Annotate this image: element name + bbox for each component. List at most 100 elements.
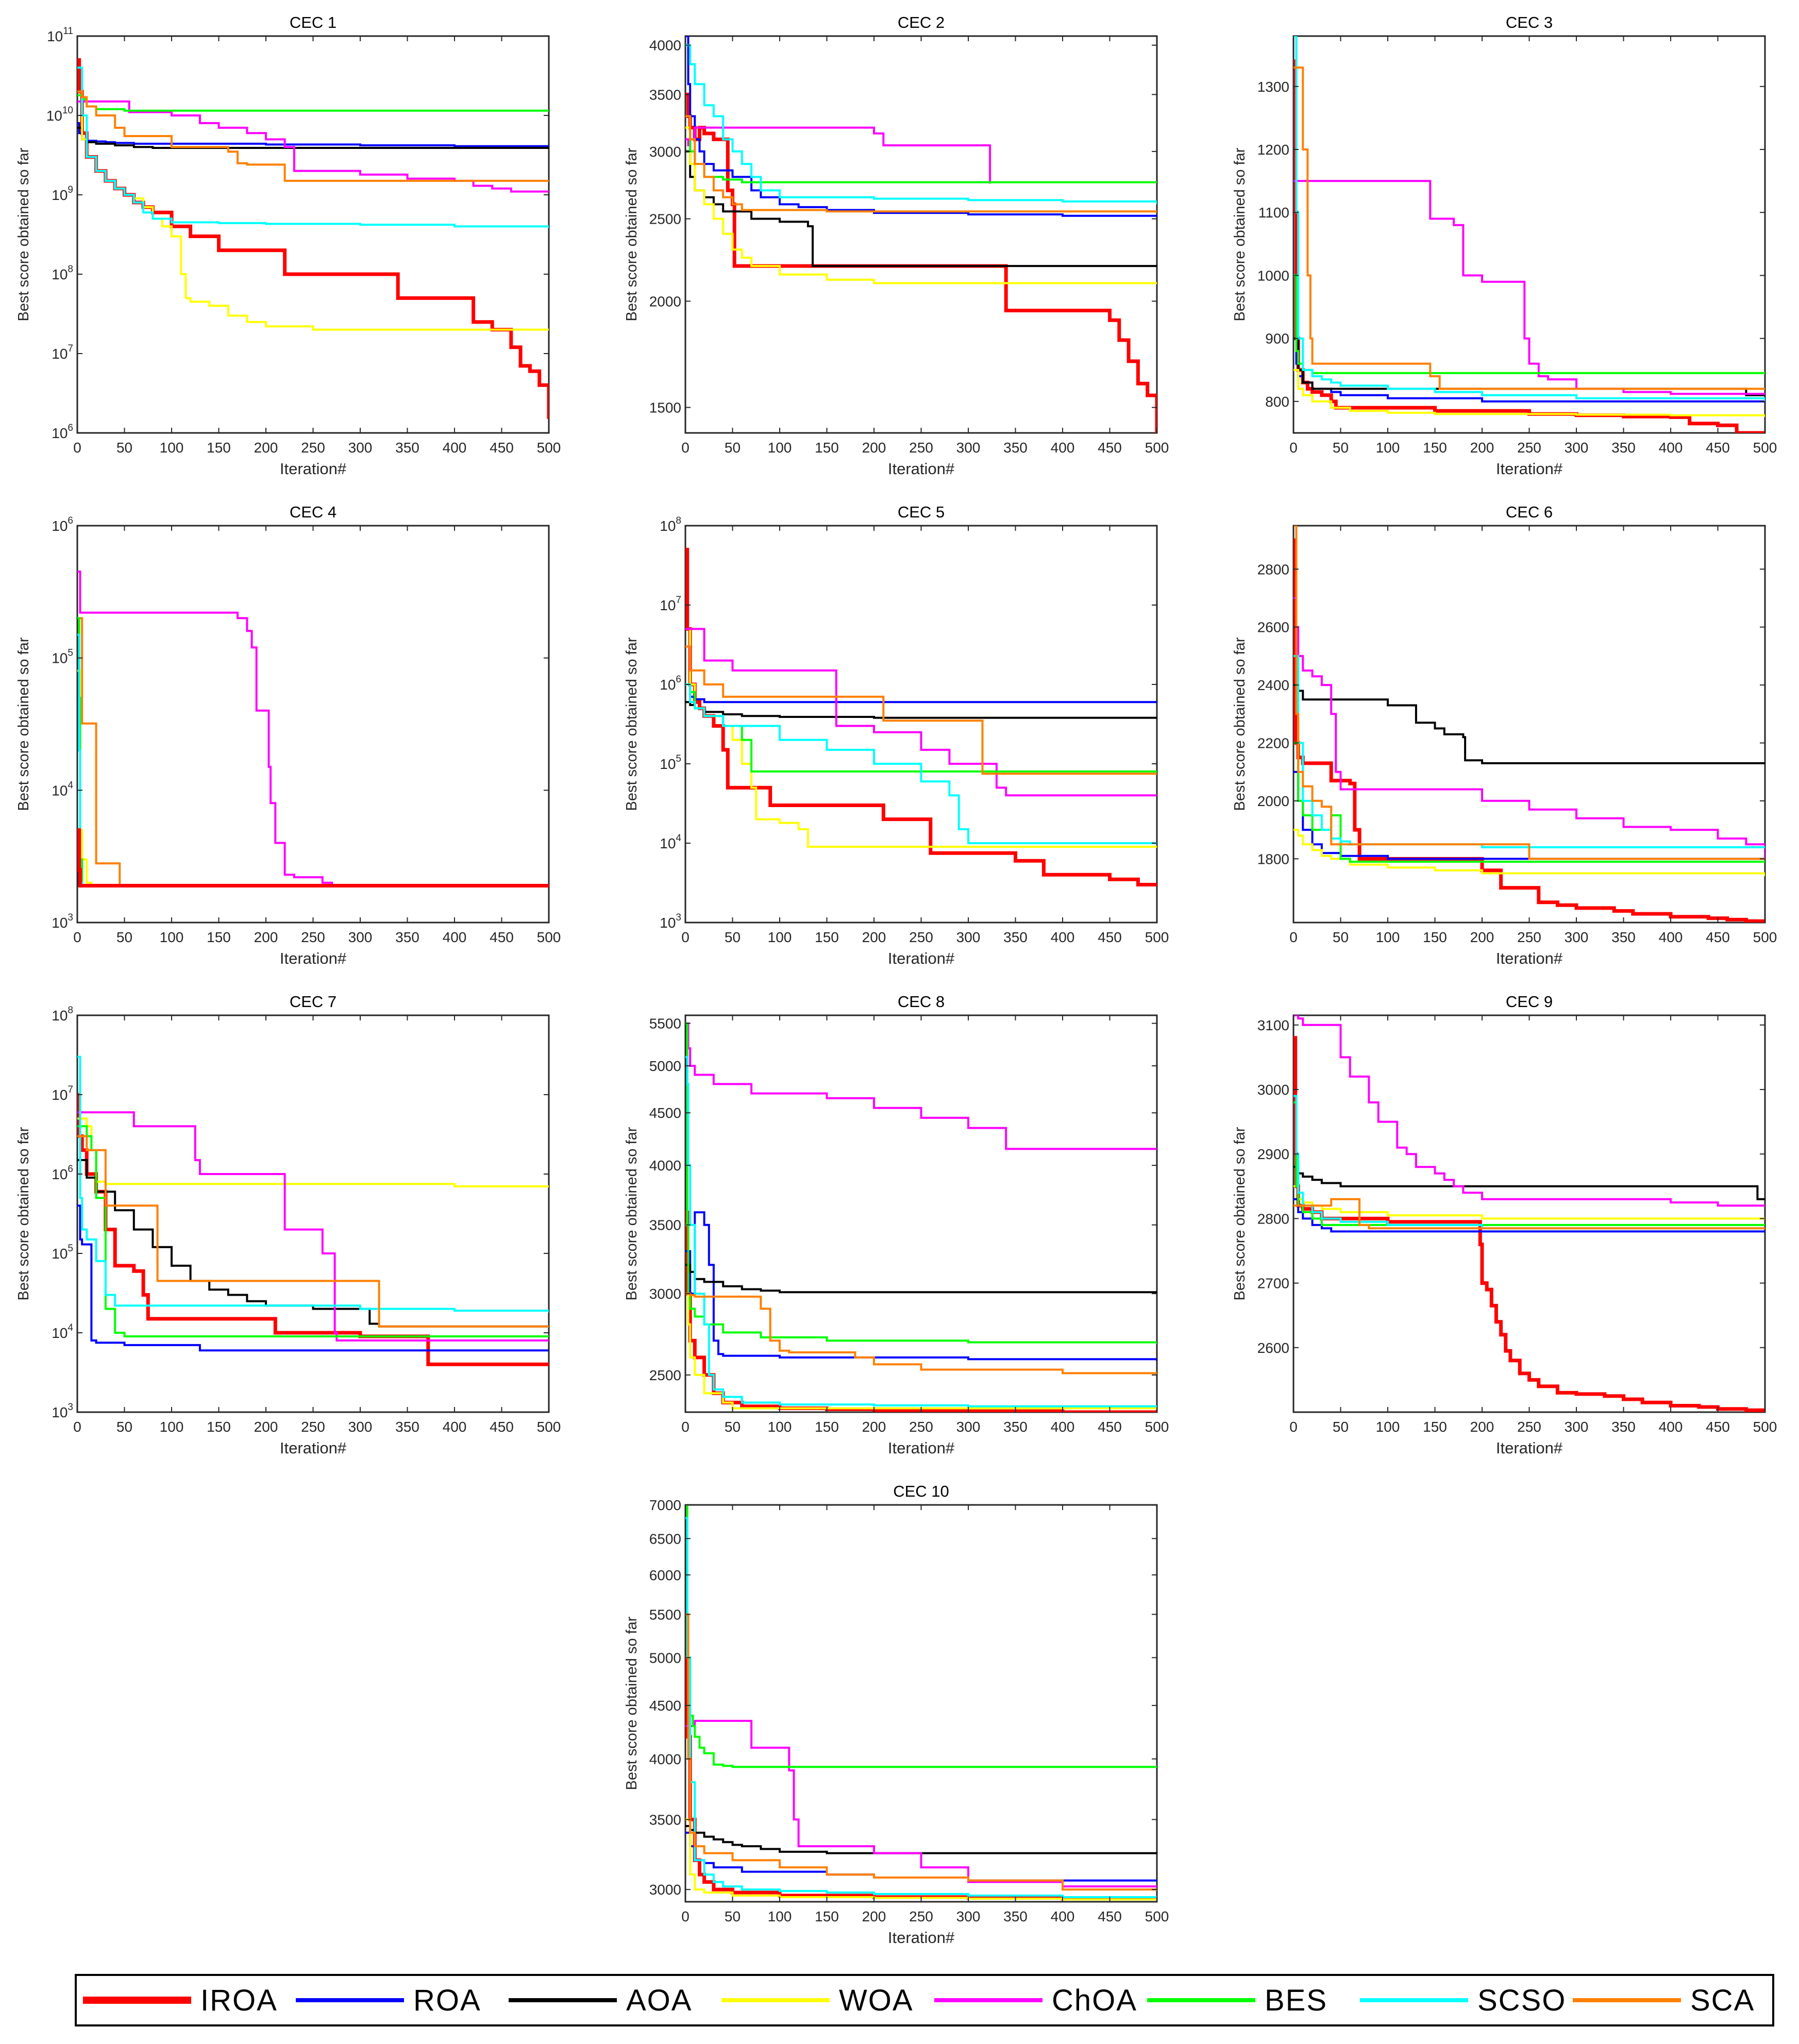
x-tick-label: 100 [1376, 440, 1400, 456]
legend-swatch [1573, 1998, 1681, 2002]
x-tick-label: 50 [116, 1419, 132, 1435]
plot-area [76, 1014, 550, 1413]
x-tick-label: 150 [1423, 1419, 1447, 1435]
x-tick-label: 450 [1098, 440, 1122, 456]
legend-swatch [1147, 1998, 1255, 2002]
chart-panel: 0 50 100 150 200 250 300 350 400 450 500 106 107 108 1… [15, 13, 561, 478]
x-tick-label: 250 [909, 1419, 933, 1435]
x-axis-label: Iteration# [1496, 949, 1563, 967]
x-tick-label: 500 [537, 929, 561, 945]
x-tick-label: 300 [1565, 440, 1589, 456]
y-tick-label: 7000 [649, 1497, 681, 1513]
y-tick-label: 1300 [1257, 79, 1289, 95]
x-tick-label: 0 [73, 929, 81, 945]
x-tick-label: 500 [1753, 1419, 1777, 1435]
x-tick-label: 100 [768, 1908, 792, 1924]
x-tick-label: 100 [768, 1419, 792, 1435]
y-axis-label: Best score obtained so far [624, 1127, 640, 1300]
chart-title: CEC 5 [898, 503, 945, 521]
y-tick-label: 106 [660, 674, 681, 693]
x-tick-label: 250 [1517, 440, 1541, 456]
x-tick-label: 350 [1003, 1908, 1028, 1924]
series-line-bes [77, 94, 549, 112]
plot-area [684, 525, 1158, 924]
series-line-woa [1293, 368, 1765, 417]
x-axis-label: Iteration# [888, 949, 955, 967]
x-tick-label: 150 [1423, 440, 1447, 456]
x-tick-label: 50 [116, 929, 132, 945]
x-tick-label: 50 [1333, 440, 1349, 456]
x-tick-label: 250 [909, 929, 933, 945]
y-tick-label: 2900 [1257, 1146, 1289, 1162]
x-tick-label: 400 [1051, 440, 1075, 456]
y-tick-label: 2500 [649, 211, 681, 227]
y-tick-label: 5500 [649, 1606, 681, 1622]
x-tick-label: 200 [1470, 440, 1494, 456]
x-tick-label: 250 [301, 929, 325, 945]
x-tick-label: 450 [490, 440, 514, 456]
x-tick-label: 250 [909, 440, 933, 456]
chart-panel: 0 50 100 150 200 250 300 350 400 450 500 800 900 1000… [1232, 13, 1777, 478]
series-line-iroa [77, 828, 549, 887]
x-tick-label: 200 [1470, 1419, 1494, 1435]
y-tick-label: 2500 [649, 1367, 681, 1383]
series-line-scso [77, 1055, 549, 1313]
x-tick-label: 200 [862, 440, 886, 456]
x-tick-label: 200 [862, 929, 886, 945]
y-axis-label: Best score obtained so far [624, 147, 640, 321]
x-tick-label: 350 [1611, 1419, 1636, 1435]
x-tick-label: 50 [725, 1908, 741, 1924]
chart-title: CEC 3 [1506, 13, 1553, 31]
y-tick-label: 104 [52, 1322, 73, 1341]
y-tick-label: 107 [660, 595, 681, 613]
x-axis-label: Iteration# [888, 1439, 955, 1457]
y-tick-label: 3000 [1257, 1082, 1289, 1098]
x-tick-label: 450 [490, 929, 514, 945]
x-tick-label: 50 [725, 929, 741, 945]
y-axis-label: Best score obtained so far [1232, 637, 1248, 811]
y-tick-label: 2000 [1257, 793, 1289, 809]
plot-area [684, 35, 1158, 434]
x-tick-label: 400 [443, 929, 467, 945]
x-tick-label: 350 [1611, 929, 1636, 945]
chart-panel: 0 50 100 150 200 250 300 350 400 450 500 103 104 105 1… [624, 503, 1169, 967]
series-group [77, 571, 549, 887]
series-line-sca [685, 115, 1157, 213]
x-tick-label: 250 [301, 440, 325, 456]
y-tick-label: 1500 [649, 400, 681, 416]
series-group [685, 547, 1157, 886]
x-tick-label: 300 [348, 929, 373, 945]
y-tick-label: 1011 [47, 26, 73, 44]
y-tick-label: 106 [52, 1164, 73, 1182]
series-line-choa [77, 1111, 549, 1342]
x-tick-label: 0 [681, 1908, 690, 1924]
y-tick-label: 5500 [649, 1016, 681, 1032]
x-tick-label: 50 [116, 440, 132, 456]
y-tick-label: 107 [52, 1084, 73, 1103]
chart-panel: 0 50 100 150 200 250 300 350 400 450 500 103 104 105 1… [15, 503, 561, 967]
y-tick-label: 900 [1265, 331, 1289, 347]
y-tick-label: 5000 [649, 1650, 681, 1666]
legend-swatch [1360, 1998, 1468, 2002]
x-tick-label: 0 [681, 1419, 690, 1435]
x-tick-label: 350 [1611, 440, 1636, 456]
x-tick-label: 300 [348, 440, 373, 456]
plot-area [1292, 525, 1766, 924]
x-tick-label: 250 [1517, 1419, 1541, 1435]
series-line-woa [685, 126, 1157, 284]
chart-panel: 0 50 100 150 200 250 300 350 400 450 500 2500 3000 35… [624, 993, 1169, 1457]
x-tick-label: 500 [537, 440, 561, 456]
series-line-scso [1293, 36, 1765, 401]
y-tick-label: 1200 [1257, 142, 1289, 158]
x-tick-label: 0 [1289, 440, 1298, 456]
x-tick-label: 400 [443, 440, 467, 456]
legend-label: AOA [626, 1984, 693, 2017]
series-line-aoa [685, 1825, 1157, 1854]
x-tick-label: 100 [768, 440, 792, 456]
series-line-woa [685, 1224, 1157, 1410]
series-line-sca [685, 1613, 1157, 1891]
x-tick-label: 300 [1565, 1419, 1589, 1435]
x-axis-label: Iteration# [280, 1439, 347, 1457]
series-line-sca [685, 645, 1157, 775]
